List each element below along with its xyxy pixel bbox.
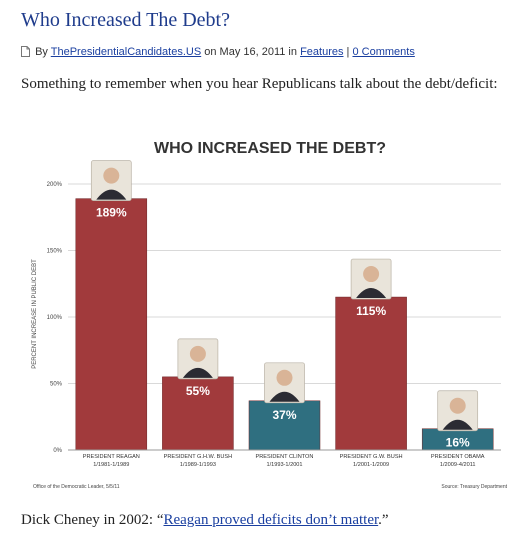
footer-quote: Dick Cheney in 2002: “Reagan proved defi… — [21, 510, 389, 530]
category-label: PRESIDENT G.H.W. BUSH — [164, 454, 233, 460]
debt-chart: WHO INCREASED THE DEBT? PERCENT INCREASE… — [21, 124, 509, 496]
category-years-label: 1/1989-1/1993 — [180, 462, 216, 468]
meta-separator: | — [346, 46, 350, 58]
bar — [335, 296, 407, 451]
category-label: PRESIDENT CLINTON — [256, 454, 314, 460]
category-years-label: 1/1981-1/1989 — [93, 462, 129, 468]
quote-link[interactable]: Reagan proved deficits don’t matter — [163, 512, 379, 528]
post-meta: By ThePresidentialCandidates.US on May 1… — [21, 45, 415, 61]
footer-suffix: .” — [378, 512, 389, 528]
meta-by: By — [35, 46, 48, 58]
portrait-icon — [90, 160, 132, 201]
portrait-icon — [177, 338, 219, 380]
document-icon — [21, 46, 30, 61]
category-years-label: 1/1993-1/2001 — [266, 462, 302, 468]
chart-title: WHO INCREASED THE DEBT? — [154, 140, 386, 157]
y-axis-ticks: 0% 50% 100% 150% 200% — [47, 182, 63, 454]
bars: 189% 55% 37% 115% 16% — [75, 160, 494, 451]
category-link[interactable]: Features — [300, 46, 344, 58]
y-axis-label: PERCENT INCREASE IN PUBLIC DEBT — [32, 259, 38, 369]
category-label: PRESIDENT OBAMA — [431, 454, 485, 460]
y-tick-label: 0% — [53, 448, 62, 454]
category-label: PRESIDENT REAGAN — [83, 454, 140, 460]
portrait-icon — [264, 362, 305, 404]
author-link[interactable]: ThePresidentialCandidates.US — [50, 46, 202, 58]
source-left: Office of the Democratic Leader, 5/5/11 — [33, 484, 120, 490]
category-label: PRESIDENT G.W. BUSH — [340, 454, 403, 460]
y-tick-label: 100% — [47, 315, 63, 321]
bar-value-label: 37% — [272, 408, 296, 422]
intro-paragraph: Something to remember when you hear Repu… — [21, 76, 498, 92]
bar-value-label: 189% — [96, 206, 127, 220]
bar-value-label: 55% — [186, 384, 210, 398]
x-axis-labels: PRESIDENT REAGAN 1/1981-1/1989 PRESIDENT G… — [83, 454, 485, 468]
source-right: Source: Treasury Department — [441, 484, 507, 490]
bar — [162, 376, 234, 451]
portrait-icon — [437, 390, 479, 432]
y-tick-label: 50% — [50, 382, 63, 388]
portrait-icon — [350, 258, 392, 300]
chart-svg: WHO INCREASED THE DEBT? PERCENT INCREASE… — [32, 140, 508, 490]
bar-value-label: 16% — [446, 436, 470, 450]
bar — [248, 400, 321, 451]
bar-value-label: 115% — [356, 304, 386, 318]
y-tick-label: 200% — [47, 182, 63, 188]
comments-link[interactable]: 0 Comments — [352, 46, 415, 58]
bar — [75, 198, 148, 451]
y-tick-label: 150% — [47, 249, 63, 255]
category-years-label: 1/2009-4/2011 — [440, 462, 476, 468]
footer-prefix: Dick Cheney in 2002: “ — [21, 512, 164, 528]
category-years-label: 1/2001-1/2009 — [353, 462, 389, 468]
meta-date: on May 16, 2011 in — [204, 46, 297, 58]
post-title[interactable]: Who Increased The Debt? — [21, 9, 230, 31]
